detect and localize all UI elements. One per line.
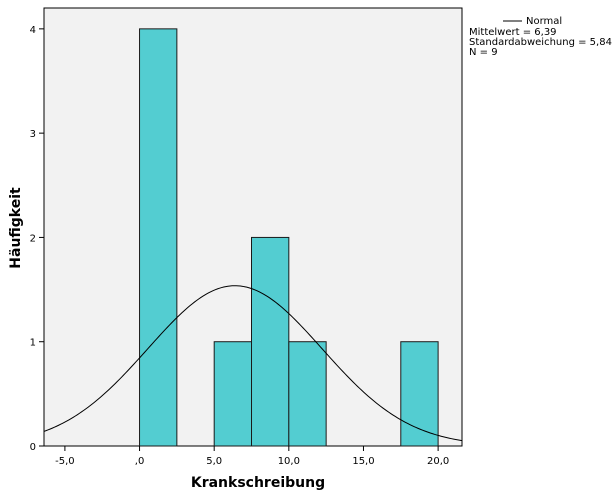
- x-tick-label: 15,0: [352, 456, 374, 467]
- histogram-bar: [251, 236, 290, 447]
- legend-n: N = 9: [469, 47, 498, 58]
- y-tick-label: 1: [30, 338, 36, 349]
- normal-curve-line: [43, 285, 463, 442]
- legend: Normal Mittelwert = 6,39 Standardabweich…: [469, 16, 612, 58]
- x-axis: -5,0 ,0 5,0 10,0 15,0 20,0: [55, 446, 449, 467]
- y-axis: 0 1 2 3 4: [30, 25, 44, 453]
- y-axis-title: Häufigkeit: [8, 187, 24, 269]
- histogram-bar: [400, 341, 439, 447]
- y-tick-label: 4: [30, 25, 36, 36]
- legend-normal-label: Normal: [526, 16, 562, 27]
- x-tick-label: 5,0: [206, 456, 222, 467]
- histogram-bar: [213, 341, 253, 447]
- y-tick-label: 3: [30, 129, 36, 140]
- x-tick-label: ,0: [135, 456, 145, 467]
- bars: [139, 28, 439, 447]
- x-tick-label: 20,0: [427, 456, 449, 467]
- histogram-bar: [288, 341, 327, 447]
- x-tick-label: 10,0: [278, 456, 300, 467]
- x-tick-label: -5,0: [55, 456, 75, 467]
- y-tick-label: 2: [30, 233, 36, 244]
- y-tick-label: 0: [30, 442, 36, 453]
- legend-mean: Mittelwert = 6,39: [469, 27, 557, 38]
- x-axis-title: Krankschreibung: [191, 475, 325, 491]
- legend-sd: Standardabweichung = 5,84: [469, 37, 612, 48]
- histogram-bar: [139, 28, 178, 447]
